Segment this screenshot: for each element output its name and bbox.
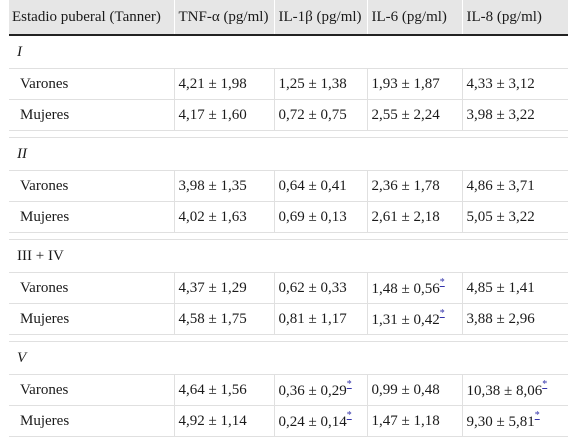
table-row: Mujeres 4,58 ± 1,75 0,81 ± 1,17 1,31 ± 0… [9,303,568,335]
cell-il-1b: 1,25 ± 1,38 [273,68,367,100]
table-row: Varones 4,37 ± 1,29 0,62 ± 0,33 1,48 ± 0… [9,272,568,304]
cell-il-1b: 0,24 ± 0,14* [273,405,367,437]
cell-il-1b: 0,72 ± 0,75 [273,99,367,131]
cell-il-6: 2,36 ± 1,78 [366,170,462,202]
group-row-ii: II [9,137,568,171]
footnote-link[interactable]: * [439,276,445,288]
cell-value: 1,48 ± 0,56 [371,280,440,297]
cell-il-1b: 0,64 ± 0,41 [273,170,367,202]
header-il-8: IL-8 (pg/ml) [461,0,568,36]
group-row-v: V [9,341,568,375]
cell-il-6: 1,31 ± 0,42* [366,303,462,335]
footnote-link[interactable]: * [542,378,548,390]
cell-tnf-alpha: 4,17 ± 1,60 [173,99,274,131]
table-row: Mujeres 4,02 ± 1,63 0,69 ± 0,13 2,61 ± 2… [9,201,568,233]
header-il-6: IL-6 (pg/ml) [366,0,462,36]
cell-il-8: 10,38 ± 8,06* [461,374,568,406]
cell-il-8: 5,05 ± 3,22 [461,201,568,233]
cell-il-1b: 0,81 ± 1,17 [273,303,367,335]
group-spacer [9,130,568,138]
group-spacer [9,232,568,240]
row-sex-label: Varones [9,170,174,202]
row-sex-label: Mujeres [9,99,174,131]
table-row: Varones 4,64 ± 1,56 0,36 ± 0,29* 0,99 ± … [9,374,568,406]
cell-il-1b: 0,69 ± 0,13 [273,201,367,233]
group-label: V [9,341,568,375]
row-sex-label: Mujeres [9,303,174,335]
cell-il-6: 2,55 ± 2,24 [366,99,462,131]
cell-il-1b: 0,62 ± 0,33 [273,272,367,304]
cell-il-6: 1,47 ± 1,18 [366,405,462,437]
cell-value: 0,36 ± 0,29 [278,382,347,399]
row-sex-label: Varones [9,272,174,304]
cell-il-8: 3,88 ± 2,96 [461,303,568,335]
table-header: Estadio puberal (Tanner) TNF-α (pg/ml) I… [9,0,568,36]
row-sex-label: Mujeres [9,201,174,233]
cell-il-6: 1,93 ± 1,87 [366,68,462,100]
group-label: I [9,35,568,69]
footnote-link[interactable]: * [439,307,445,319]
cell-il-1b: 0,36 ± 0,29* [273,374,367,406]
cell-il-8: 3,98 ± 3,22 [461,99,568,131]
footnote-link[interactable]: * [534,409,540,421]
footnote-link[interactable]: * [346,378,352,390]
cell-il-6: 0,99 ± 0,48 [366,374,462,406]
cell-il-6: 2,61 ± 2,18 [366,201,462,233]
row-sex-label: Mujeres [9,405,174,437]
cell-il-8: 9,30 ± 5,81* [461,405,568,437]
group-row-iii-iv: III + IV [9,239,568,273]
header-tnf-alpha: TNF-α (pg/ml) [173,0,274,36]
cell-tnf-alpha: 3,98 ± 1,35 [173,170,274,202]
table-row: Mujeres 4,17 ± 1,60 0,72 ± 0,75 2,55 ± 2… [9,99,568,131]
table-row: Mujeres 4,92 ± 1,14 0,24 ± 0,14* 1,47 ± … [9,405,568,437]
cell-value: 0,24 ± 0,14 [278,413,347,430]
cell-tnf-alpha: 4,21 ± 1,98 [173,68,274,100]
cell-il-8: 4,33 ± 3,12 [461,68,568,100]
cell-il-8: 4,86 ± 3,71 [461,170,568,202]
cell-il-8: 4,85 ± 1,41 [461,272,568,304]
group-spacer [9,334,568,342]
row-sex-label: Varones [9,68,174,100]
cell-tnf-alpha: 4,92 ± 1,14 [173,405,274,437]
group-label: III + IV [9,239,568,273]
cell-tnf-alpha: 4,64 ± 1,56 [173,374,274,406]
header-tanner-stage: Estadio puberal (Tanner) [9,0,174,36]
table-row: Varones 3,98 ± 1,35 0,64 ± 0,41 2,36 ± 1… [9,170,568,202]
cell-il-6: 1,48 ± 0,56* [366,272,462,304]
cell-value: 9,30 ± 5,81 [466,413,535,430]
cell-value: 10,38 ± 8,06 [466,382,543,399]
data-table-container: Estadio puberal (Tanner) TNF-α (pg/ml) I… [9,0,568,437]
header-row: Estadio puberal (Tanner) TNF-α (pg/ml) I… [9,0,568,36]
group-label: II [9,137,568,171]
table-row: Varones 4,21 ± 1,98 1,25 ± 1,38 1,93 ± 1… [9,68,568,100]
cell-tnf-alpha: 4,58 ± 1,75 [173,303,274,335]
cytokine-table: Estadio puberal (Tanner) TNF-α (pg/ml) I… [9,0,568,437]
row-sex-label: Varones [9,374,174,406]
footnote-link[interactable]: * [346,409,352,421]
group-row-i: I [9,35,568,69]
cell-tnf-alpha: 4,37 ± 1,29 [173,272,274,304]
cell-value: 1,31 ± 0,42 [371,311,440,328]
table-body: I Varones 4,21 ± 1,98 1,25 ± 1,38 1,93 ±… [9,35,568,437]
cell-tnf-alpha: 4,02 ± 1,63 [173,201,274,233]
header-il-1b: IL-1β (pg/ml) [273,0,367,36]
